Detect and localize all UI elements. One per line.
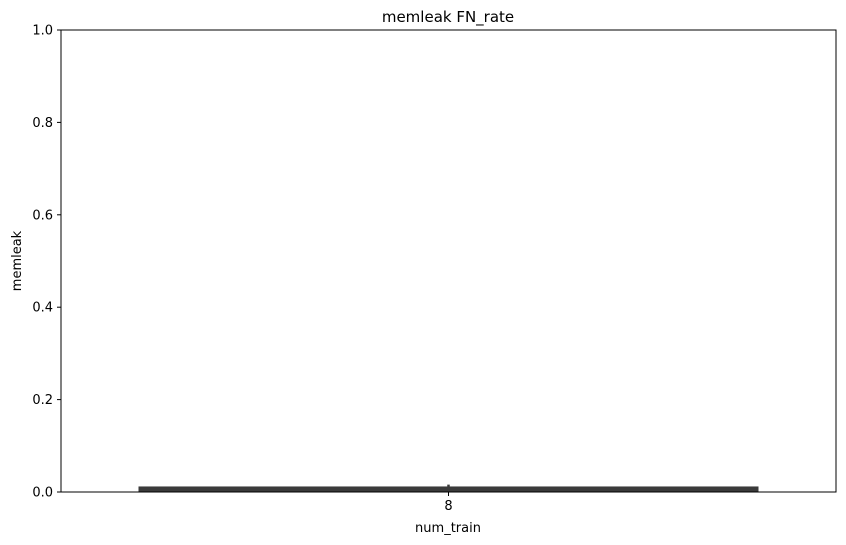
y-tick-label: 0.2 <box>32 393 53 408</box>
y-tick-label: 1.0 <box>32 24 53 39</box>
y-axis: 0.0 0.2 0.4 0.6 0.8 1.0 <box>32 24 61 501</box>
x-axis: 8 <box>444 492 453 514</box>
y-tick-label: 0.0 <box>32 486 53 501</box>
chart-title: memleak FN_rate <box>382 8 514 27</box>
y-tick-label: 0.8 <box>32 116 53 131</box>
plot-area <box>138 484 759 492</box>
plot-frame <box>60 29 837 493</box>
y-tick-label: 0.4 <box>32 301 53 316</box>
y-axis-label: memleak <box>10 230 25 291</box>
y-tick-label: 0.6 <box>32 208 53 223</box>
x-tick-label: 8 <box>444 499 452 514</box>
x-axis-label: num_train <box>415 521 481 536</box>
bar <box>138 486 759 492</box>
